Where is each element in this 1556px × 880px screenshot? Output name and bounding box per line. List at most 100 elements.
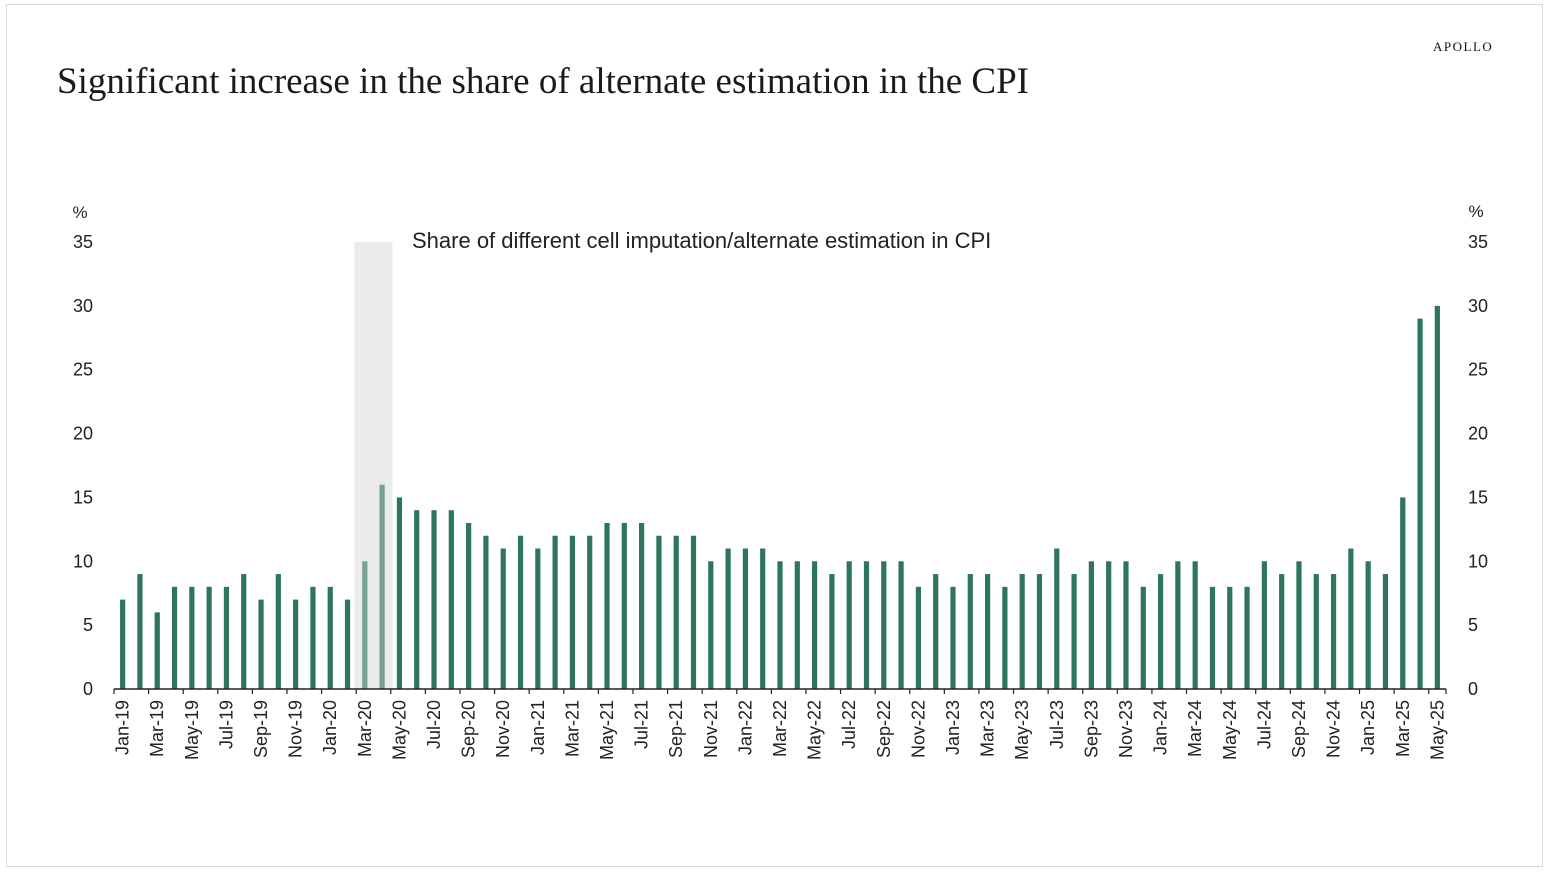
- y-tick-left-0: 0: [83, 679, 93, 699]
- bar-Jan-21: [535, 548, 541, 689]
- y-tick-right-20: 20: [1468, 424, 1488, 444]
- x-tick-label-Jul-23: Jul-23: [1047, 700, 1067, 749]
- bar-Jan-23: [950, 586, 956, 689]
- bar-May-22: [811, 561, 818, 689]
- bar-Apr-23: [1002, 586, 1008, 689]
- bar-Feb-21: [552, 535, 558, 689]
- bar-Oct-20: [483, 535, 489, 689]
- y-axis-unit-right: %: [1468, 202, 1483, 221]
- y-tick-left-30: 30: [73, 296, 93, 316]
- x-tick-label-May-25: May-25: [1427, 700, 1447, 760]
- x-tick-label-Jul-19: Jul-19: [216, 700, 236, 749]
- bar-May-23: [1019, 574, 1025, 689]
- shaded-period-band: [354, 242, 393, 689]
- bar-Apr-21: [587, 535, 593, 689]
- bar-Nov-23: [1123, 561, 1129, 689]
- x-tick-label-Sep-19: Sep-19: [251, 700, 271, 758]
- x-tick-label-Jan-22: Jan-22: [735, 700, 755, 755]
- bar-Dec-19: [310, 586, 316, 689]
- y-axis-unit-left: %: [72, 203, 87, 222]
- bar-Feb-25: [1382, 574, 1389, 689]
- x-tick-label-Nov-24: Nov-24: [1324, 700, 1344, 758]
- bar-Dec-20: [517, 535, 524, 689]
- x-tick-label-Sep-21: Sep-21: [666, 700, 686, 758]
- bar-May-24: [1227, 586, 1233, 689]
- axis-layer: 0 0 5 5 10 10 15 15 20 20 25 25 30 30 35 35 Jan-19 Mar-19…: [73, 232, 1488, 760]
- x-tick-label-Jan-20: Jan-20: [320, 700, 340, 755]
- x-tick-label-Nov-20: Nov-20: [493, 700, 513, 758]
- x-tick-label-Mar-25: Mar-25: [1393, 700, 1413, 757]
- bar-Mar-22: [777, 561, 783, 689]
- bar-Oct-24: [1313, 574, 1319, 689]
- bar-Mar-20: [362, 561, 368, 689]
- bar-Feb-19: [137, 574, 143, 689]
- bar-Sep-23: [1088, 561, 1094, 689]
- x-tick-label-May-23: May-23: [1012, 700, 1032, 760]
- x-tick-label-Sep-24: Sep-24: [1289, 700, 1309, 758]
- x-tick-label-Jan-23: Jan-23: [943, 700, 963, 755]
- bar-Aug-24: [1279, 574, 1285, 689]
- chart-subtitle: Share of different cell imputation/alter…: [412, 228, 991, 253]
- x-tick-label-May-20: May-20: [389, 700, 409, 760]
- bar-Jan-25: [1365, 561, 1371, 689]
- bar-Mar-24: [1192, 561, 1198, 689]
- x-tick-label-May-22: May-22: [805, 700, 825, 760]
- brand-logo: APOLLO: [1433, 39, 1494, 54]
- bar-Mar-23: [984, 574, 991, 689]
- bar-Mar-25: [1400, 497, 1406, 689]
- bar-Jul-24: [1261, 561, 1267, 689]
- bar-Jan-22: [742, 548, 749, 689]
- bar-May-20: [396, 497, 403, 689]
- y-tick-right-10: 10: [1468, 551, 1488, 571]
- x-tick-label-Jul-21: Jul-21: [632, 700, 652, 749]
- bar-Sep-20: [466, 522, 472, 689]
- bar-Nov-20: [500, 548, 506, 689]
- bar-May-25: [1434, 305, 1440, 689]
- bar-Apr-19: [171, 586, 178, 689]
- bar-Jun-22: [829, 574, 835, 689]
- bar-Jun-20: [414, 510, 420, 689]
- bar-Sep-21: [673, 535, 679, 689]
- bar-Dec-21: [725, 548, 731, 689]
- bar-Sep-22: [881, 561, 887, 689]
- x-tick-label-Mar-19: Mar-19: [147, 700, 167, 757]
- x-tick-label-Jul-22: Jul-22: [839, 700, 859, 749]
- bar-Apr-22: [794, 561, 800, 689]
- chart-title: Significant increase in the share of alt…: [57, 61, 1029, 102]
- x-tick-label-Jan-21: Jan-21: [528, 700, 548, 755]
- bar-Mar-21: [569, 535, 576, 689]
- y-tick-left-15: 15: [73, 487, 93, 507]
- bar-Jul-20: [431, 510, 437, 689]
- bar-Feb-24: [1175, 561, 1181, 689]
- bar-Oct-22: [898, 561, 904, 689]
- bar-Aug-23: [1071, 574, 1077, 689]
- bar-Aug-20: [448, 510, 454, 689]
- bar-Aug-21: [656, 535, 662, 689]
- bar-Jul-22: [846, 561, 852, 689]
- bar-Jun-23: [1036, 574, 1043, 689]
- bar-Jul-21: [639, 522, 645, 689]
- bar-Nov-24: [1330, 574, 1337, 689]
- bar-Apr-24: [1209, 586, 1216, 689]
- x-tick-label-Jul-24: Jul-24: [1254, 700, 1274, 749]
- shaded-period-layer: [354, 242, 393, 689]
- y-tick-right-15: 15: [1468, 487, 1488, 507]
- y-tick-right-5: 5: [1468, 615, 1478, 635]
- x-tick-label-Sep-22: Sep-22: [874, 700, 894, 758]
- bar-Aug-22: [863, 561, 870, 689]
- y-tick-left-25: 25: [73, 360, 93, 380]
- chart-frame: [6, 4, 1543, 867]
- bar-Jul-23: [1054, 548, 1060, 689]
- y-tick-right-30: 30: [1468, 296, 1488, 316]
- x-tick-label-Mar-21: Mar-21: [562, 700, 582, 757]
- x-tick-label-Mar-23: Mar-23: [978, 700, 998, 757]
- x-tick-label-Mar-22: Mar-22: [770, 700, 790, 757]
- x-tick-label-May-21: May-21: [597, 700, 617, 760]
- x-tick-label-Sep-20: Sep-20: [459, 700, 479, 758]
- bar-Jan-20: [327, 586, 333, 689]
- x-tick-label-May-24: May-24: [1220, 700, 1240, 760]
- bar-May-19: [189, 586, 195, 689]
- bar-Dec-24: [1348, 548, 1354, 689]
- bar-Nov-22: [915, 586, 921, 689]
